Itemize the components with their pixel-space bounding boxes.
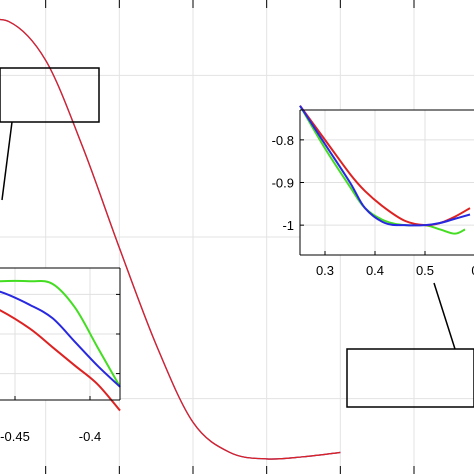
inset-right-y-tick-label-0: -0.8 [272, 133, 294, 148]
main-series [0, 18, 341, 460]
inset-left-series [0, 279, 121, 412]
inset-right-x-tick-label-0: 0.3 [316, 263, 334, 278]
inset-right-x-tick-label-3: 0 [471, 263, 474, 278]
zoom-box-left [0, 67, 100, 123]
inset-right-x-tick-label-1: 0.4 [366, 263, 384, 278]
inset-right-tick-labels: 0.3 0.4 0.5 0 -0.8 -0.9 -1 [272, 133, 474, 278]
inset-left-x-tick-label-0: -0.45 [0, 429, 30, 444]
inset-right-series-line-2 [299, 105, 471, 227]
inset-right-x-tick-label-2: 0.5 [416, 263, 434, 278]
inset-right-y-tick-label-2: -1 [282, 218, 294, 233]
main-x-ticks [45, 0, 415, 474]
inset-right-grid [300, 110, 474, 255]
zoom-connector-right [433, 282, 456, 350]
inset-left-series-line-0 [0, 279, 121, 388]
inset-left: -0.45 -0.4 [0, 267, 121, 444]
inset-left-series-line-2 [0, 309, 121, 412]
inset-left-tick-labels: -0.45 -0.4 [0, 429, 101, 444]
inset-right-y-tick-label-1: -0.9 [272, 176, 294, 191]
inset-right-series [299, 105, 471, 235]
inset-left-x-tick-label-1: -0.4 [79, 429, 101, 444]
zoom-box-right [346, 348, 474, 408]
inset-right-series-line-0 [299, 105, 466, 235]
main-series-line-1 [0, 18, 341, 460]
inset-right: 0.3 0.4 0.5 0 -0.8 -0.9 -1 [272, 105, 474, 278]
zoom-connector-left [1, 121, 13, 201]
inset-left-series-line-1 [0, 290, 121, 388]
